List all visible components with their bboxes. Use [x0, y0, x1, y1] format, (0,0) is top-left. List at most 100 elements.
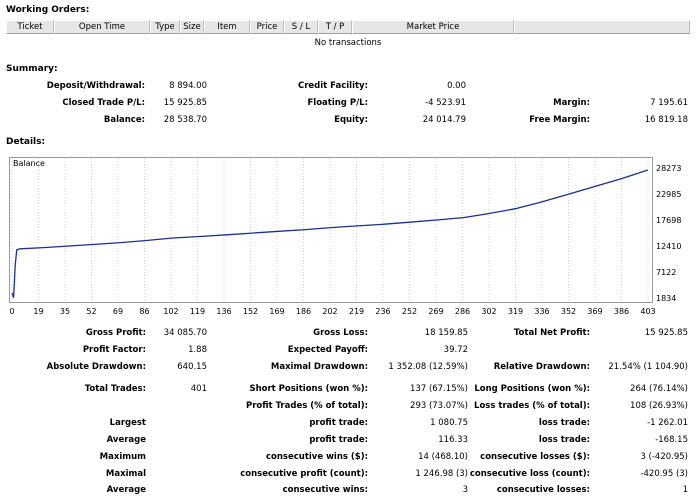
average-loss-label: loss trade:	[538, 435, 590, 445]
maximal-consecutive-loss-label: consecutive loss (count):	[469, 469, 590, 479]
balance-chart-frame	[9, 157, 653, 303]
col-item[interactable]: Item	[204, 20, 250, 34]
free-margin-label: Free Margin:	[529, 115, 590, 125]
profit-trades-value: 293 (73.07%)	[410, 401, 468, 411]
y-tick-28273: 28273	[656, 164, 682, 173]
floating-pl-value: -4 523.91	[425, 98, 466, 108]
profit-factor-label: Profit Factor:	[82, 345, 146, 355]
margin-label: Margin:	[553, 98, 590, 108]
x-tick-336: 336	[534, 307, 550, 316]
x-tick-252: 252	[401, 307, 418, 316]
x-tick-102: 102	[163, 307, 179, 316]
col-empty	[514, 20, 690, 34]
x-tick-152: 152	[242, 307, 259, 316]
x-tick-136: 136	[216, 307, 232, 316]
average-label: Average	[106, 435, 146, 445]
relative-drawdown-value: 21.54% (1 104.90)	[608, 362, 688, 372]
closed-pl-value: 15 925.85	[163, 98, 207, 108]
x-tick-352: 352	[560, 307, 577, 316]
no-transactions-text: No transactions	[314, 38, 382, 48]
expected-payoff-label: Expected Payoff:	[287, 345, 368, 355]
x-tick-169: 169	[269, 307, 285, 316]
average-profit-value: 116.33	[438, 435, 468, 445]
details-title: Details:	[6, 137, 46, 147]
x-tick-19: 19	[33, 307, 44, 316]
margin-value: 7 195.61	[650, 98, 688, 108]
free-margin-value: 16 819.18	[644, 115, 688, 125]
largest-profit-label: profit trade:	[309, 418, 368, 428]
average-profit-label: profit trade:	[309, 435, 368, 445]
col-type[interactable]: Type	[150, 20, 180, 34]
x-tick-269: 269	[428, 307, 444, 316]
average-loss-value: -168.15	[655, 435, 688, 445]
x-tick-69: 69	[112, 307, 124, 316]
balance-value: 28 538.70	[163, 115, 207, 125]
col-tp[interactable]: T / P	[318, 20, 352, 34]
credit-label: Credit Facility:	[297, 81, 368, 91]
max-consecutive-wins-value: 14 (468.10)	[418, 452, 468, 462]
col-price[interactable]: Price	[250, 20, 284, 34]
average-consecutive-label: Average	[106, 485, 146, 495]
equity-value: 24 014.79	[422, 115, 466, 125]
loss-trades-value: 108 (26.93%)	[630, 401, 688, 411]
long-positions-label: Long Positions (won %):	[474, 384, 590, 394]
max-consecutive-losses-label: consecutive losses ($):	[480, 452, 590, 462]
max-consecutive-losses-value: 3 (-420.95)	[640, 452, 688, 462]
short-positions-value: 137 (67.15%)	[410, 384, 468, 394]
x-tick-219: 219	[348, 307, 365, 316]
orders-table-header: Ticket Open Time Type Size Item Price S …	[6, 20, 690, 34]
avg-consecutive-wins-label: consecutive wins:	[282, 485, 368, 495]
col-open-time[interactable]: Open Time	[54, 20, 150, 34]
x-tick-403: 403	[640, 307, 656, 316]
closed-pl-label: Closed Trade P/L:	[62, 98, 145, 108]
maximal-drawdown-value: 1 352.08 (12.59%)	[388, 362, 468, 372]
col-size[interactable]: Size	[180, 20, 204, 34]
x-tick-35: 35	[59, 307, 71, 316]
x-tick-0: 0	[9, 307, 15, 316]
x-tick-52: 52	[86, 307, 97, 316]
relative-drawdown-label: Relative Drawdown:	[493, 362, 590, 372]
maximal-drawdown-label: Maximal Drawdown:	[270, 362, 368, 372]
x-tick-202: 202	[322, 307, 338, 316]
y-tick-7122: 7122	[656, 267, 677, 277]
expected-payoff-value: 39.72	[443, 345, 468, 355]
profit-trades-label: Profit Trades (% of total):	[245, 401, 368, 411]
gross-loss-value: 18 159.85	[424, 328, 468, 338]
summary-title: Summary:	[6, 64, 58, 74]
y-tick-1834: 1834	[656, 294, 677, 303]
col-market-price[interactable]: Market Price	[352, 20, 514, 34]
x-tick-186: 186	[295, 307, 312, 316]
max-consecutive-wins-label: consecutive wins ($):	[265, 452, 368, 462]
maximum-label: Maximum	[99, 452, 146, 462]
absolute-drawdown-value: 640.15	[177, 362, 207, 372]
largest-loss-value: -1 262.01	[647, 418, 688, 428]
long-positions-value: 264 (76.14%)	[630, 384, 688, 394]
balance-label: Balance:	[103, 115, 145, 125]
avg-consecutive-wins-value: 3	[462, 485, 468, 495]
maximal-label: Maximal	[105, 469, 146, 479]
x-tick-236: 236	[375, 307, 391, 316]
deposit-label: Deposit/Withdrawal:	[46, 81, 145, 91]
y-tick-17698: 17698	[656, 215, 682, 225]
avg-consecutive-losses-value: 1	[682, 485, 688, 495]
equity-label: Equity:	[334, 115, 368, 125]
working-orders-title: Working Orders:	[6, 5, 90, 15]
short-positions-label: Short Positions (won %):	[249, 384, 368, 394]
col-ticket[interactable]: Ticket	[6, 20, 54, 34]
net-profit-label: Total Net Profit:	[513, 328, 590, 338]
col-sl[interactable]: S / L	[284, 20, 318, 34]
largest-profit-value: 1 080.75	[430, 418, 468, 428]
loss-trades-label: Loss trades (% of total):	[474, 401, 590, 411]
floating-pl-label: Floating P/L:	[307, 98, 368, 108]
total-trades-label: Total Trades:	[84, 384, 146, 394]
x-tick-286: 286	[454, 307, 471, 316]
avg-consecutive-losses-label: consecutive losses:	[496, 485, 590, 495]
x-tick-302: 302	[481, 307, 497, 316]
total-trades-value: 401	[190, 384, 207, 394]
chart-legend-balance: Balance	[13, 159, 45, 168]
maximal-consecutive-profit-label: consecutive profit (count):	[240, 469, 368, 479]
x-tick-369: 369	[587, 307, 603, 316]
deposit-value: 8 894.00	[169, 81, 207, 91]
profit-factor-value: 1.88	[188, 345, 207, 355]
credit-value: 0.00	[447, 81, 466, 91]
